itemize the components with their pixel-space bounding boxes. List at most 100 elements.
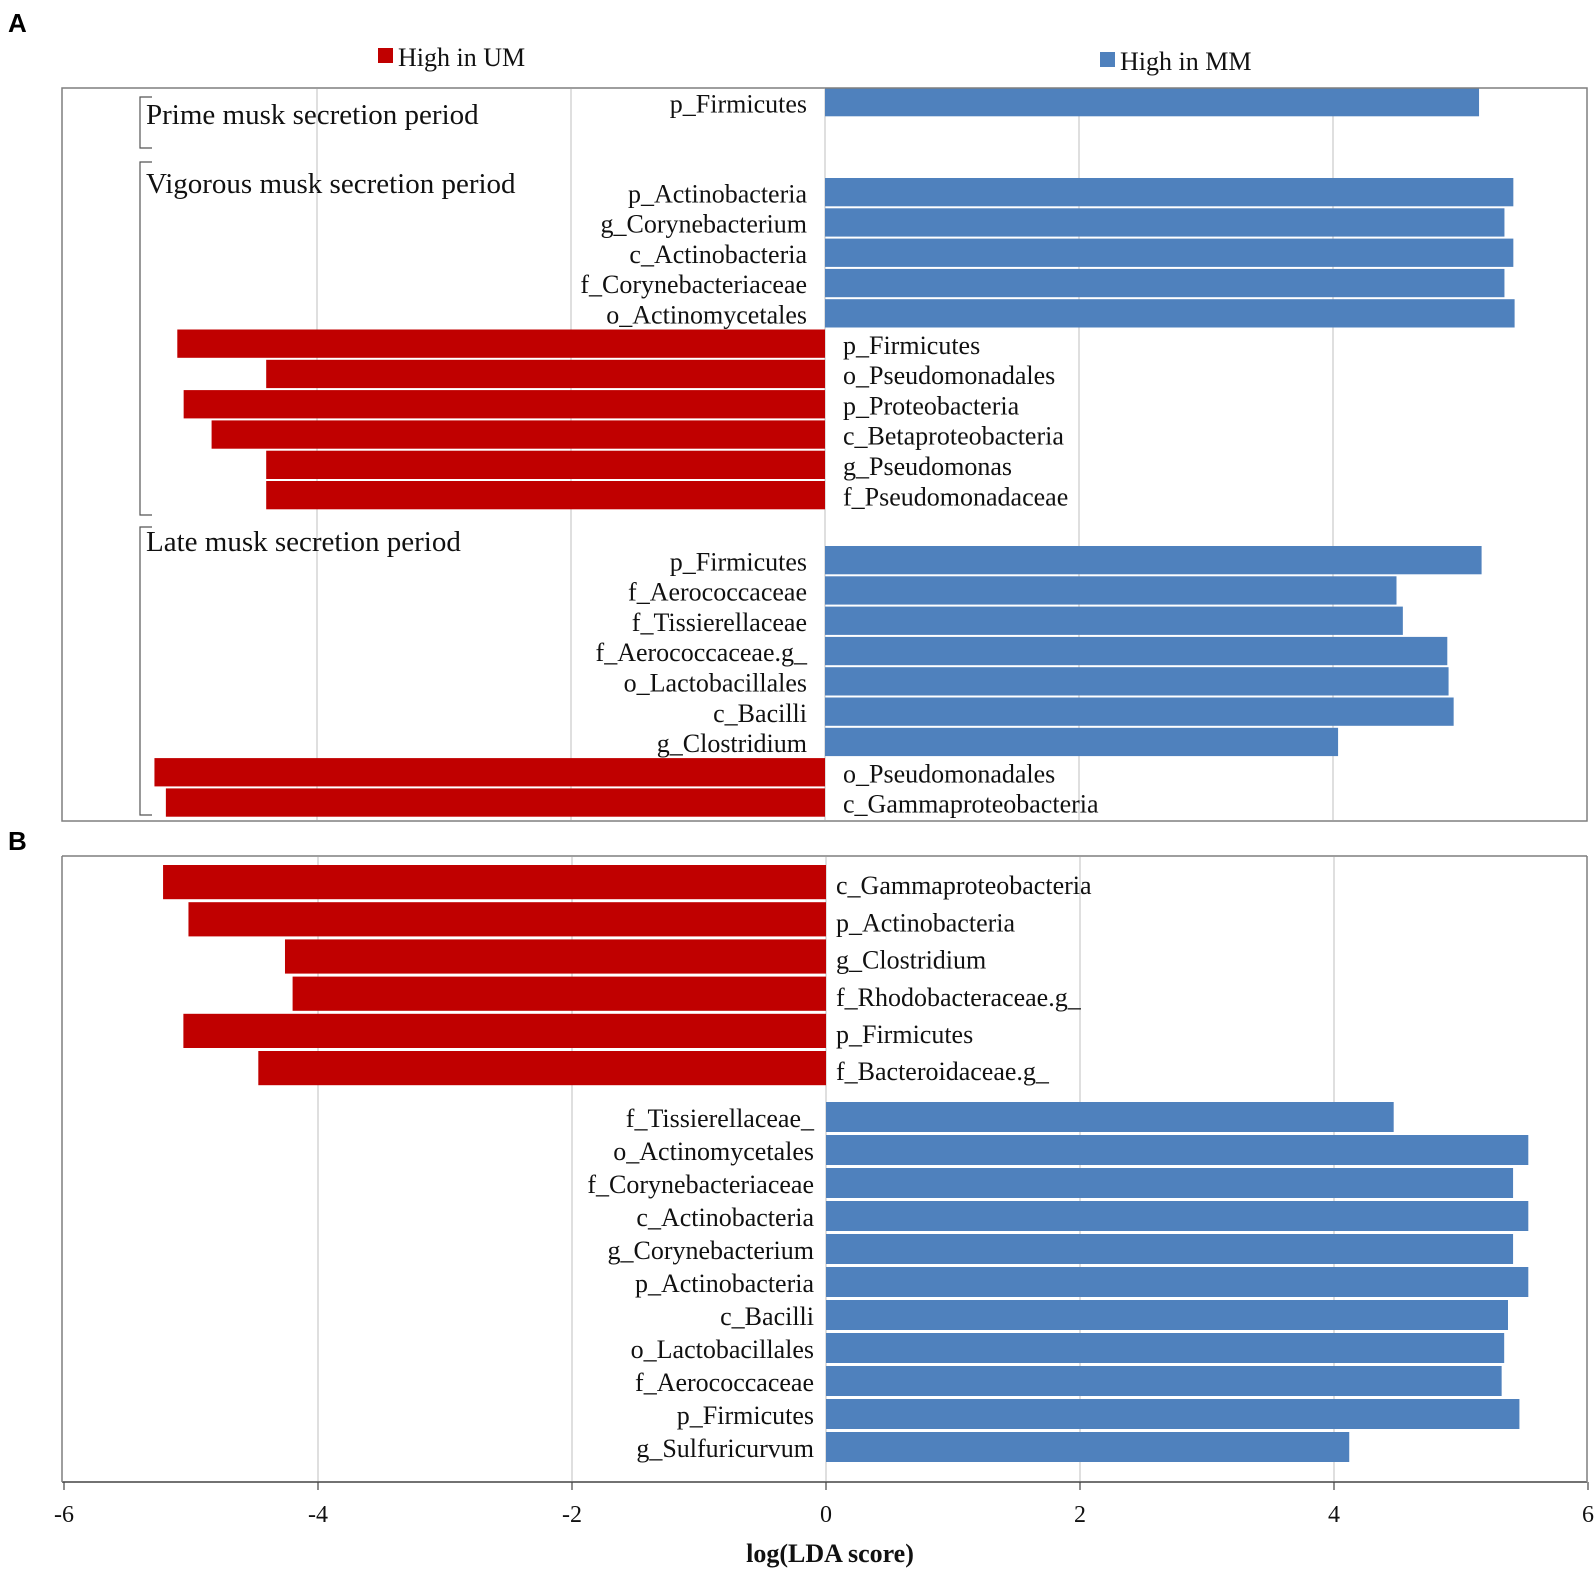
x-axis-title: log(LDA score) — [746, 1539, 914, 1568]
x-tick-label: -2 — [562, 1502, 582, 1528]
bar-label-f-bacteroidaceae-g: f_Bacteroidaceae.g_ — [836, 1057, 1050, 1086]
bar-label-o-actinomycetales: o_Actinomycetales — [606, 301, 807, 330]
bar-label-g-sulfuricurvum: g_Sulfuricurvum — [636, 1434, 814, 1463]
bar-label-c-bacilli: c_Bacilli — [720, 1302, 814, 1331]
panel-b-letter: B — [8, 826, 27, 856]
bar-label-p-firmicutes: p_Firmicutes — [670, 89, 807, 118]
x-tick-label: 4 — [1328, 1502, 1340, 1528]
bar-label-c-gammaproteobacteria: c_Gammaproteobacteria — [836, 871, 1092, 900]
x-tick-label: 2 — [1074, 1502, 1086, 1528]
bar-p-proteobacteria — [183, 390, 825, 419]
bar-label-f-aerococcaceae-g: f_Aerococcaceae.g_ — [596, 638, 808, 667]
bar-f-tissierellaceae — [826, 1102, 1394, 1132]
bar-label-p-actinobacteria: p_Actinobacteria — [635, 1269, 814, 1298]
bar-p-actinobacteria — [188, 902, 826, 937]
legend-um-swatch — [378, 48, 393, 63]
legend: High in UM High in MM — [378, 43, 1251, 76]
section-prime: Prime musk secretion period — [146, 99, 479, 131]
bar-label-o-lactobacillales: o_Lactobacillales — [631, 1335, 814, 1364]
section-bracket — [139, 526, 152, 816]
bar-label-p-firmicutes: p_Firmicutes — [677, 1401, 814, 1430]
bar-f-corynebacteriaceae — [826, 1168, 1514, 1198]
bar-o-pseudomonadales — [266, 359, 825, 389]
section-brackets — [139, 96, 152, 816]
panel-b-x-ticks: -6 -4 -2 0 2 4 6 — [54, 1482, 1594, 1528]
bar-c-bacilli — [825, 697, 1454, 726]
section-bracket — [139, 161, 152, 516]
bar-g-sulfuricurvum — [826, 1432, 1350, 1462]
panel-b-bar-labels: c_Gammaproteobacteria p_Actinobacteria g_C… — [587, 871, 1092, 1463]
legend-mm-label: High in MM — [1120, 47, 1251, 76]
bar-g-clostridium — [284, 939, 827, 974]
bar-f-bacteroidaceae-g — [258, 1051, 826, 1086]
bar-c-gammaproteobacteria — [163, 865, 826, 900]
legend-um-label: High in UM — [398, 43, 525, 72]
bar-f-rhodobacteraceae-g — [292, 976, 827, 1011]
bar-c-actinobacteria — [825, 238, 1514, 267]
x-tick-label: -6 — [54, 1502, 74, 1528]
bar-label-f-tissierellaceae: f_Tissierellaceae_ — [626, 1104, 815, 1133]
bar-c-actinobacteria — [826, 1201, 1529, 1231]
section-late: Late musk secretion period — [146, 526, 461, 558]
bar-label-o-actinomycetales: o_Actinomycetales — [613, 1137, 814, 1166]
bar-f-tissierellaceae — [825, 606, 1403, 635]
bar-o-actinomycetales — [825, 299, 1515, 328]
bar-label-g-corynebacterium: g_Corynebacterium — [601, 210, 808, 239]
section-bracket — [139, 96, 152, 149]
bar-label-g-pseudomonas: g_Pseudomonas — [843, 452, 1012, 481]
bar-label-p-firmicutes: p_Firmicutes — [836, 1020, 973, 1049]
bar-o-lactobacillales — [825, 667, 1449, 696]
bar-o-actinomycetales — [826, 1135, 1529, 1165]
bar-g-corynebacterium — [826, 1234, 1514, 1264]
bar-label-f-pseudomonadaceae: f_Pseudomonadaceae — [843, 482, 1068, 511]
bar-p-firmicutes — [825, 88, 1480, 117]
bar-label-f-corynebacteriaceae: f_Corynebacteriaceae — [580, 270, 807, 299]
bar-p-firmicutes — [825, 546, 1482, 575]
bar-label-g-corynebacterium: g_Corynebacterium — [608, 1236, 815, 1265]
bar-label-c-bacilli: c_Bacilli — [713, 699, 807, 728]
bar-label-p-firmicutes: p_Firmicutes — [843, 331, 980, 360]
bar-label-c-actinobacteria: c_Actinobacteria — [636, 1203, 814, 1232]
bar-label-p-proteobacteria: p_Proteobacteria — [843, 391, 1020, 420]
bar-p-actinobacteria — [825, 178, 1514, 207]
bar-f-aerococcaceae — [826, 1366, 1502, 1396]
bar-p-firmicutes — [183, 1013, 826, 1048]
bar-label-f-tissierellaceae: f_Tissierellaceae — [632, 608, 807, 637]
panel-a-frame — [61, 87, 1588, 822]
section-title-prime: Prime musk secretion period — [146, 99, 479, 131]
panel-b-chart: c_Gammaproteobacteria p_Actinobacteria g_C… — [54, 855, 1594, 1568]
bar-label-c-betaproteobacteria: c_Betaproteobacteria — [843, 422, 1064, 451]
x-tick-label: -4 — [308, 1502, 328, 1528]
bar-label-g-clostridium: g_Clostridium — [836, 946, 986, 975]
panel-a-chart: p_Firmicutes p_Actinobacteriag_Corynebact… — [61, 87, 1588, 822]
bar-c-gammaproteobacteria — [165, 788, 825, 817]
section-vigorous: Vigorous musk secretion period — [146, 168, 516, 200]
bar-label-c-actinobacteria: c_Actinobacteria — [629, 240, 807, 269]
x-tick-label: 6 — [1582, 1502, 1594, 1528]
bar-p-firmicutes — [177, 329, 826, 358]
bar-label-g-clostridium: g_Clostridium — [657, 729, 807, 758]
bar-f-aerococcaceae — [825, 576, 1397, 605]
bar-g-pseudomonas — [266, 450, 825, 479]
legend-mm-swatch — [1100, 52, 1115, 67]
bar-c-betaproteobacteria — [211, 420, 826, 449]
panel-b-bars — [163, 865, 1529, 1462]
bar-label-p-firmicutes: p_Firmicutes — [670, 547, 807, 576]
bar-g-corynebacterium — [825, 208, 1505, 237]
bar-label-o-pseudomonadales: o_Pseudomonadales — [843, 361, 1055, 390]
bar-label-f-rhodobacteraceae-g: f_Rhodobacteraceae.g_ — [836, 983, 1082, 1012]
bar-c-bacilli — [826, 1300, 1508, 1330]
bar-p-firmicutes — [826, 1399, 1520, 1429]
bar-o-lactobacillales — [826, 1333, 1505, 1363]
bar-label-p-actinobacteria: p_Actinobacteria — [836, 908, 1015, 937]
bar-label-f-aerococcaceae: f_Aerococcaceae — [635, 1368, 814, 1397]
bar-label-c-gammaproteobacteria: c_Gammaproteobacteria — [843, 790, 1099, 819]
panel-a-letter: A — [8, 8, 27, 38]
bar-p-actinobacteria — [826, 1267, 1529, 1297]
panel-a-bar-labels: p_Firmicutes p_Actinobacteriag_Corynebact… — [580, 89, 1099, 818]
bar-f-pseudomonadaceae — [266, 481, 825, 510]
bar-label-f-aerococcaceae: f_Aerococcaceae — [628, 578, 807, 607]
x-tick-label: 0 — [820, 1502, 832, 1528]
bar-g-clostridium — [825, 727, 1339, 757]
